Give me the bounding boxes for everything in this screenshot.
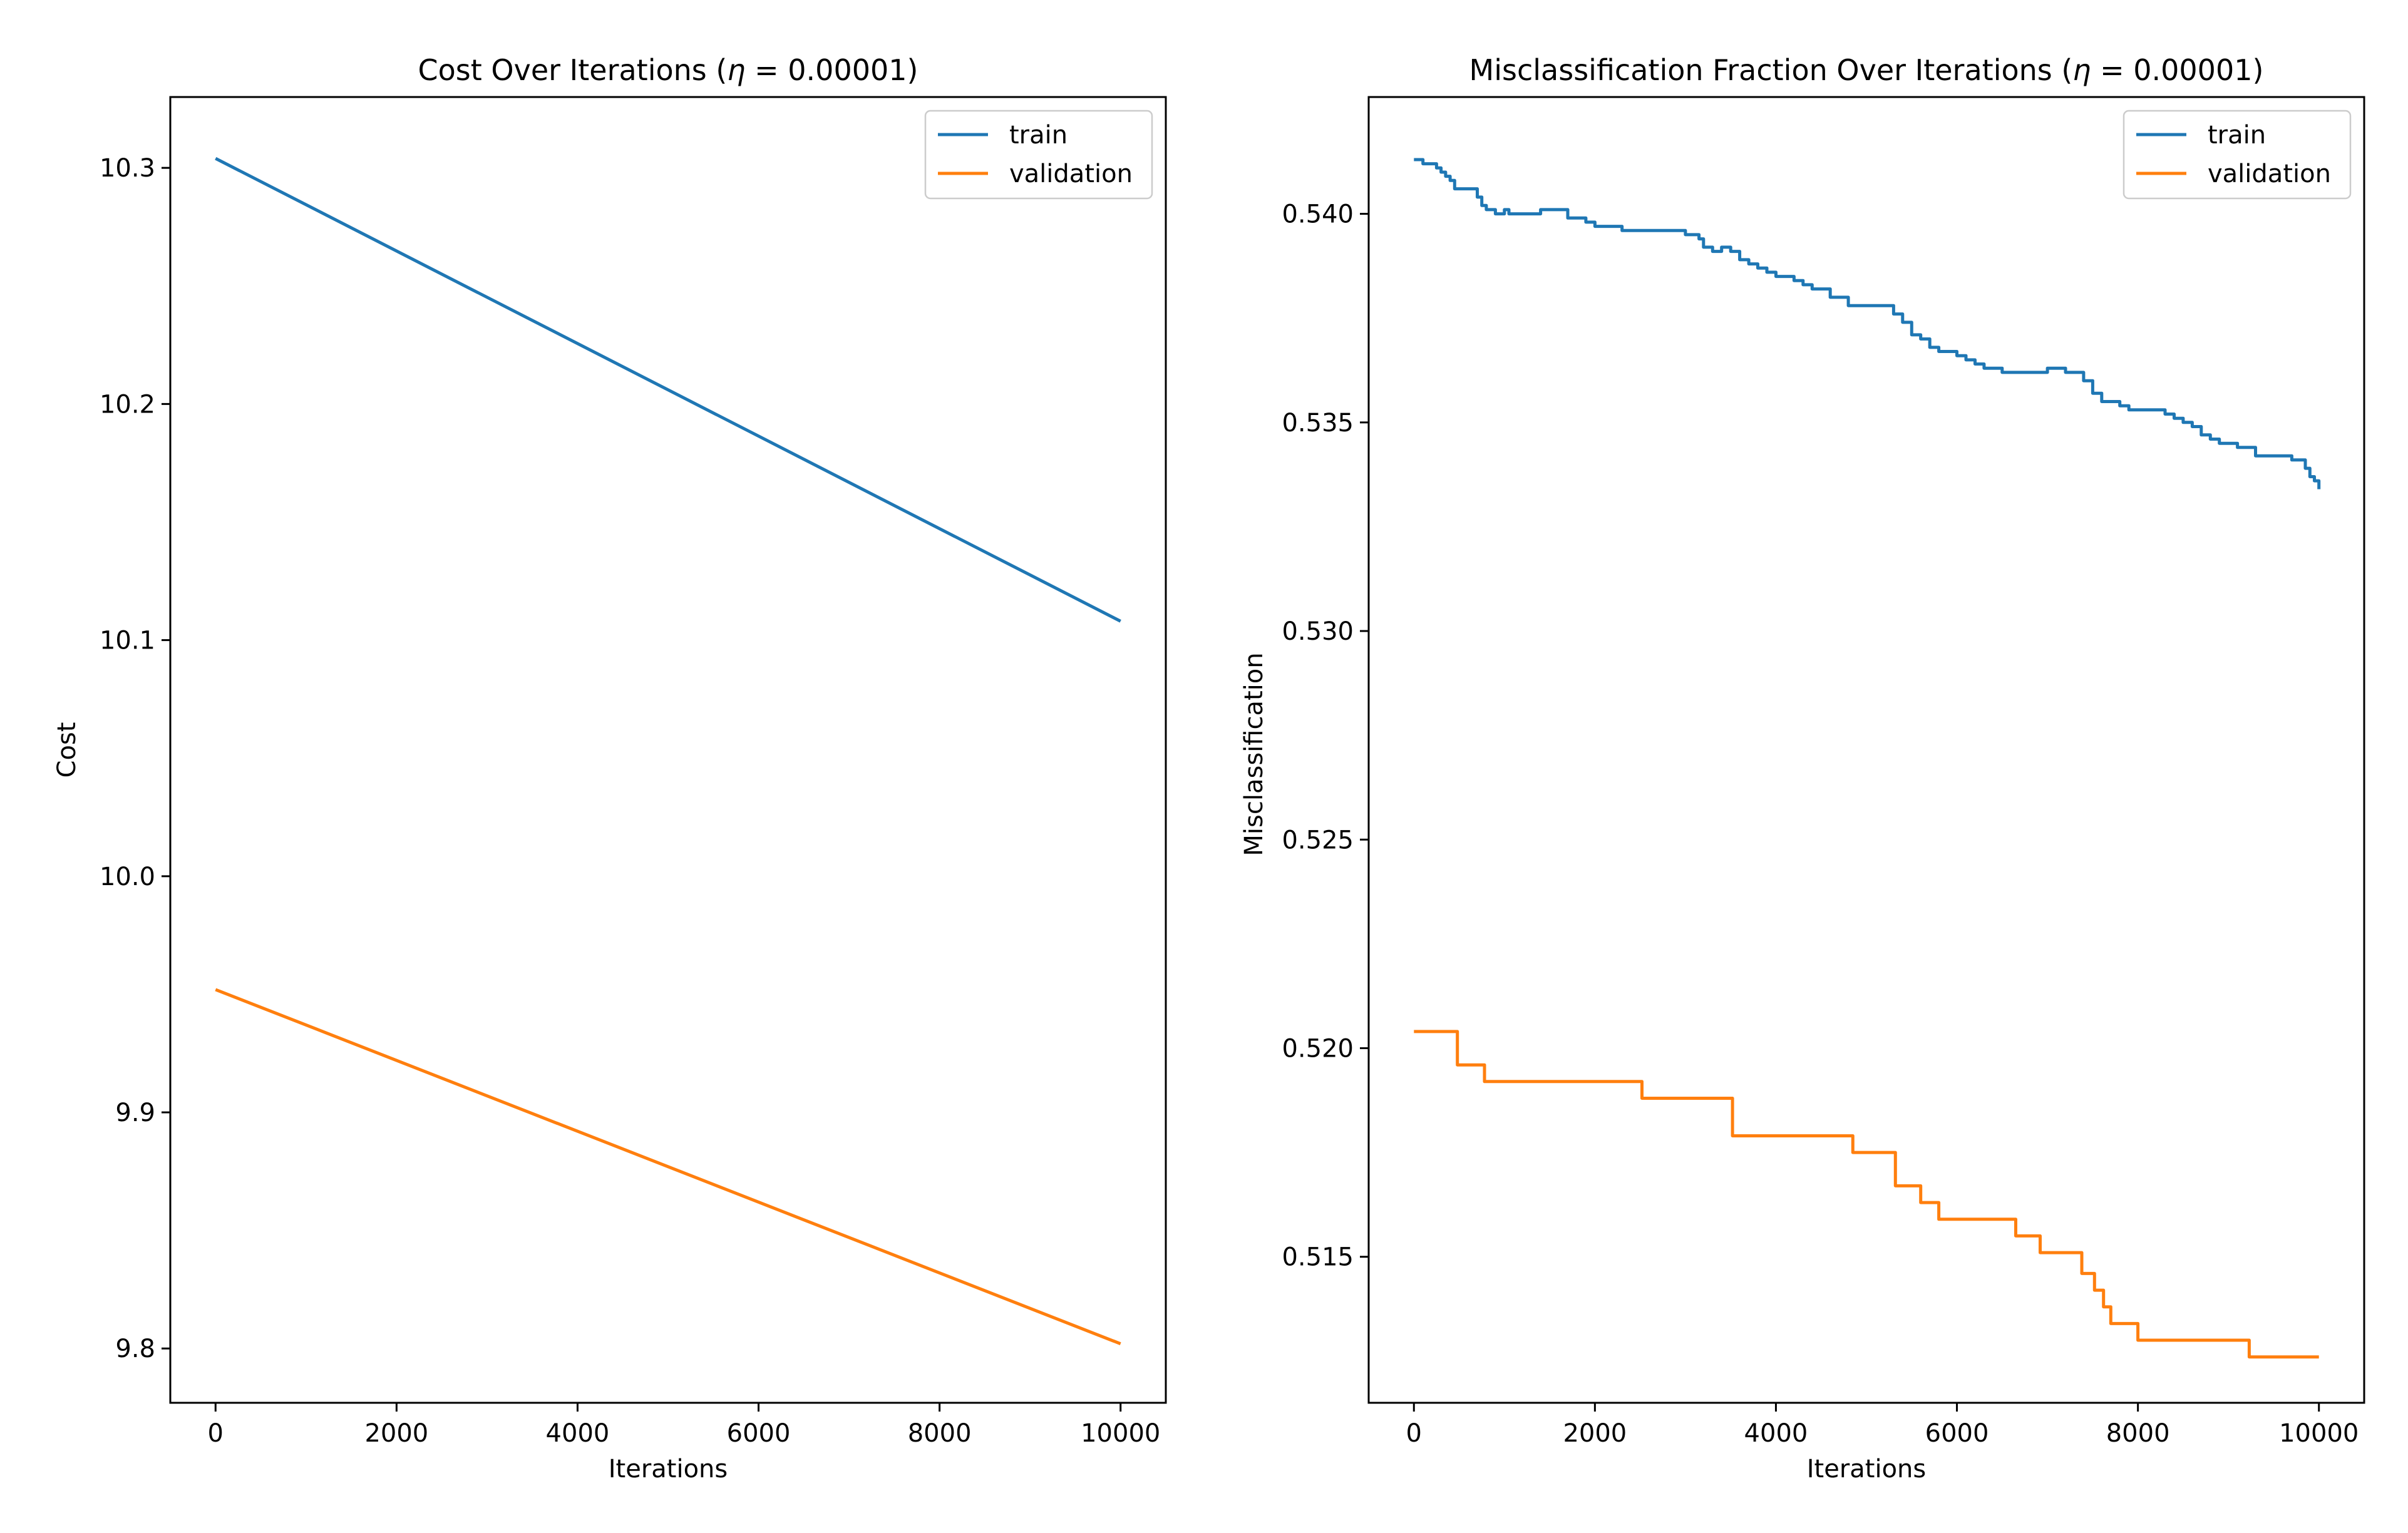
cost-series-train-line [215, 156, 1121, 623]
cost-x-tick-label: 10000 [1081, 1419, 1160, 1448]
cost-x-tick-label: 4000 [546, 1419, 610, 1448]
misclassification-y-tick-label: 0.515 [1282, 1243, 1354, 1272]
misclassification-y-tick-label: 0.535 [1282, 409, 1354, 438]
misclassification-chart-title: Misclassification Fraction Over Iteratio… [1469, 53, 2264, 87]
misclassification-x-tick-label: 2000 [1563, 1419, 1627, 1448]
misclassification-legend-label-train: train [2208, 121, 2266, 150]
cost-legend-box [924, 110, 1153, 200]
misclassification-plot-area: 0 2000 4000 6000 8000 10000 0.515 0.520 0.525 0.5… [1282, 96, 2365, 1448]
misclassification-y-tick-label: 0.540 [1282, 200, 1354, 229]
misclassification-y-tick-label: 0.520 [1282, 1035, 1354, 1064]
misclassification-y-axis-label: Misclassification [1240, 652, 1268, 856]
misclassification-x-tick-label: 6000 [1925, 1419, 1989, 1448]
misclassification-chart: Misclassification Fraction Over Iteratio… [1240, 53, 2365, 1484]
cost-y-tick-label: 10.3 [100, 154, 155, 183]
misclassification-y-tick-label: 0.530 [1282, 617, 1354, 646]
cost-chart-title: Cost Over Iterations (η = 0.00001) [418, 53, 918, 87]
cost-y-tick-label: 9.9 [115, 1099, 155, 1127]
cost-y-tick-label: 10.2 [100, 390, 155, 419]
misclassification-series-train-line [1414, 158, 2321, 490]
misclassification-series-validation-line [1414, 1030, 2319, 1359]
cost-x-tick-label: 0 [208, 1419, 224, 1448]
misclassification-x-tick-label: 10000 [2279, 1419, 2359, 1448]
misclassification-legend-box [2122, 110, 2352, 200]
cost-y-tick-label: 10.1 [100, 627, 155, 655]
cost-chart: Cost Over Iterations (η = 0.00001) 0 2000… [53, 53, 1167, 1484]
cost-x-tick-label: 8000 [908, 1419, 972, 1448]
cost-x-tick-label: 6000 [727, 1419, 791, 1448]
cost-y-tick-label: 10.0 [100, 863, 155, 891]
misclassification-y-tick-label: 0.525 [1282, 826, 1354, 854]
cost-y-tick-label: 9.8 [115, 1335, 155, 1363]
misclassification-axes-frame [1367, 96, 2365, 1404]
misclassification-legend: train validation [2122, 110, 2352, 200]
misclassification-x-tick-label: 4000 [1744, 1419, 1808, 1448]
cost-legend-label-validation: validation [1009, 160, 1133, 188]
misclassification-x-axis-label: Iterations [1807, 1455, 1927, 1484]
misclassification-x-tick-label: 8000 [2106, 1419, 2170, 1448]
cost-series-validation-line [215, 988, 1121, 1346]
misclassification-legend-label-validation: validation [2208, 160, 2331, 188]
cost-legend-label-train: train [1009, 121, 1068, 150]
cost-y-axis-label: Cost [53, 722, 81, 778]
cost-x-axis-label: Iterations [609, 1455, 728, 1484]
cost-plot-area: 0 2000 4000 6000 8000 10000 9.8 9.9 10.0 10.1 10.2… [100, 96, 1167, 1448]
cost-x-tick-label: 2000 [364, 1419, 428, 1448]
cost-axes-frame [169, 96, 1167, 1404]
cost-legend: train validation [924, 110, 1153, 200]
misclassification-x-tick-label: 0 [1406, 1419, 1422, 1448]
